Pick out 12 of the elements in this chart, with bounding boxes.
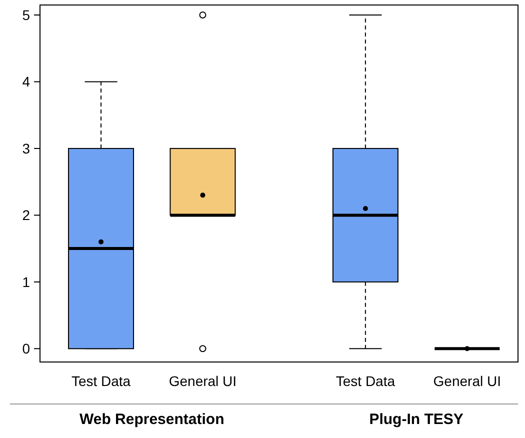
y-tick-label: 0 — [22, 340, 30, 357]
y-tick-label: 5 — [22, 6, 30, 23]
x-tick-label: General UI — [433, 373, 501, 389]
y-tick-label: 1 — [22, 274, 30, 290]
y-tick-label: 4 — [22, 74, 30, 90]
text: Plug-In TESY — [369, 411, 464, 428]
x-tick-label: Test Data — [71, 373, 131, 389]
y-tick-label: 3 — [22, 140, 30, 156]
x-tick-label: Test Data — [336, 373, 396, 389]
x-tick-label: General UI — [168, 373, 237, 389]
text: Web Representation — [79, 411, 224, 428]
y-tick-label: 2 — [22, 207, 30, 224]
